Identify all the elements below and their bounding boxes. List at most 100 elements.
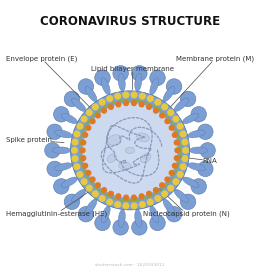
Circle shape	[90, 119, 95, 123]
Circle shape	[93, 191, 98, 197]
Ellipse shape	[53, 147, 70, 154]
Circle shape	[198, 161, 213, 177]
Circle shape	[77, 172, 83, 177]
Circle shape	[155, 196, 161, 201]
Circle shape	[72, 148, 77, 153]
Circle shape	[147, 199, 153, 205]
Text: CORONAVIRUS STRUCTURE: CORONAVIRUS STRUCTURE	[40, 15, 220, 27]
Circle shape	[102, 188, 106, 192]
Circle shape	[74, 131, 80, 137]
Circle shape	[140, 202, 145, 207]
Circle shape	[174, 140, 179, 145]
Ellipse shape	[135, 209, 142, 227]
Circle shape	[139, 194, 144, 199]
Ellipse shape	[108, 135, 121, 145]
Ellipse shape	[150, 78, 159, 95]
Circle shape	[166, 79, 182, 94]
Ellipse shape	[72, 189, 86, 202]
Ellipse shape	[135, 73, 142, 91]
Ellipse shape	[183, 113, 199, 124]
Circle shape	[154, 108, 158, 113]
Circle shape	[132, 101, 136, 106]
Circle shape	[173, 116, 179, 122]
Circle shape	[132, 220, 147, 235]
Circle shape	[180, 131, 186, 137]
Circle shape	[168, 185, 174, 191]
Circle shape	[81, 116, 87, 122]
Circle shape	[83, 164, 88, 168]
Ellipse shape	[55, 130, 72, 138]
Circle shape	[150, 70, 165, 86]
Circle shape	[72, 139, 78, 145]
Ellipse shape	[163, 86, 175, 102]
Circle shape	[169, 171, 174, 175]
Circle shape	[132, 66, 147, 81]
Ellipse shape	[188, 163, 205, 171]
Ellipse shape	[55, 163, 72, 171]
Circle shape	[78, 206, 94, 222]
Circle shape	[99, 99, 105, 105]
Circle shape	[95, 215, 110, 231]
Circle shape	[180, 164, 186, 170]
Circle shape	[77, 123, 83, 129]
Circle shape	[74, 164, 80, 170]
Circle shape	[180, 91, 196, 107]
Circle shape	[191, 106, 206, 122]
Circle shape	[191, 179, 206, 194]
Text: Envelope protein (E): Envelope protein (E)	[6, 55, 89, 107]
Circle shape	[83, 133, 88, 137]
Circle shape	[86, 171, 91, 175]
Circle shape	[81, 179, 87, 185]
Circle shape	[123, 92, 129, 98]
Text: Nucleocapsid protein (N): Nucleocapsid protein (N)	[143, 179, 230, 217]
Circle shape	[165, 177, 170, 182]
Circle shape	[45, 143, 60, 158]
Circle shape	[96, 113, 100, 118]
Circle shape	[140, 93, 145, 99]
Circle shape	[132, 195, 136, 200]
Circle shape	[200, 143, 215, 158]
Circle shape	[139, 102, 144, 107]
Circle shape	[116, 194, 121, 199]
Circle shape	[160, 183, 164, 188]
Circle shape	[123, 203, 129, 209]
Circle shape	[177, 172, 183, 177]
Circle shape	[86, 110, 92, 115]
Circle shape	[81, 156, 86, 160]
Circle shape	[162, 191, 167, 197]
Circle shape	[64, 91, 80, 107]
Circle shape	[109, 191, 113, 196]
Circle shape	[180, 194, 196, 209]
Ellipse shape	[101, 78, 110, 95]
Circle shape	[175, 148, 180, 153]
Text: Lipid bilayer membrane: Lipid bilayer membrane	[91, 66, 174, 90]
Circle shape	[155, 99, 161, 105]
Circle shape	[113, 220, 128, 235]
Circle shape	[115, 93, 120, 99]
Text: Membrane protein (M): Membrane protein (M)	[171, 55, 254, 107]
Circle shape	[131, 203, 137, 209]
Circle shape	[166, 206, 182, 222]
Circle shape	[80, 148, 85, 153]
Ellipse shape	[183, 177, 199, 187]
Ellipse shape	[140, 153, 151, 163]
Ellipse shape	[163, 199, 175, 214]
Ellipse shape	[136, 133, 149, 142]
Circle shape	[162, 104, 167, 110]
Circle shape	[109, 105, 113, 109]
Ellipse shape	[61, 113, 77, 124]
Ellipse shape	[118, 73, 125, 91]
Circle shape	[116, 102, 121, 107]
Circle shape	[173, 179, 179, 185]
Circle shape	[198, 124, 213, 139]
Circle shape	[54, 179, 69, 194]
Circle shape	[168, 110, 174, 115]
Ellipse shape	[119, 162, 131, 170]
Circle shape	[183, 148, 188, 153]
Ellipse shape	[72, 98, 86, 111]
Circle shape	[81, 140, 86, 145]
Circle shape	[47, 124, 62, 139]
Circle shape	[131, 92, 137, 98]
Circle shape	[174, 156, 179, 160]
Circle shape	[113, 66, 128, 81]
